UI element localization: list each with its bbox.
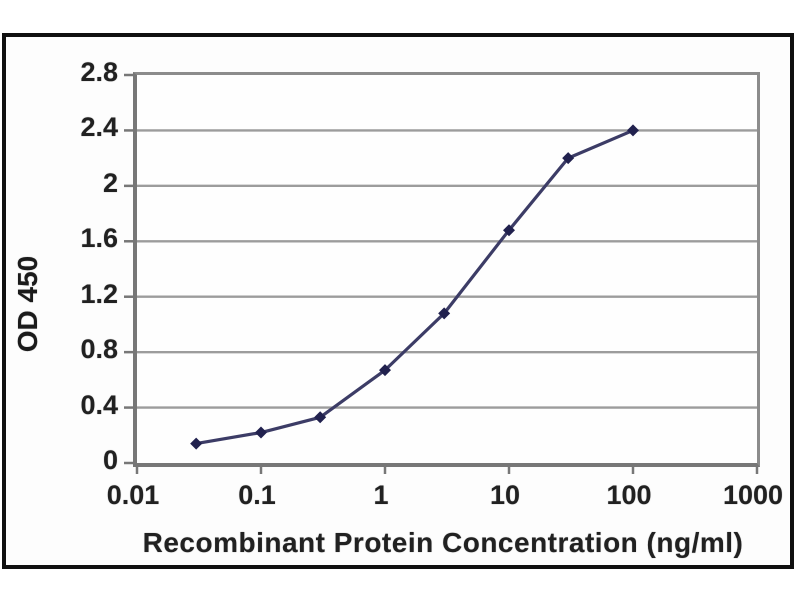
x-tick-label: 10 bbox=[489, 480, 521, 510]
x-tick-label: 1000 bbox=[722, 480, 784, 510]
y-tick-label: 2 bbox=[102, 167, 118, 198]
data-point-marker bbox=[562, 152, 575, 165]
x-axis-tick-labels: 0.01 0.1 1 10 100 1000 bbox=[107, 478, 783, 512]
series-line bbox=[195, 128, 634, 446]
y-tick-label: 1.6 bbox=[80, 223, 118, 254]
dose-response-curve bbox=[124, 73, 759, 474]
data-point-marker bbox=[503, 224, 515, 237]
plot-area bbox=[124, 72, 760, 474]
y-tick-label: 0 bbox=[102, 445, 118, 475]
x-axis-title: Recombinant Protein Concentration (ng/ml… bbox=[142, 527, 744, 558]
y-tick-label: 2.4 bbox=[80, 112, 118, 143]
x-tick-label: 1 bbox=[373, 480, 389, 510]
data-point-marker bbox=[190, 437, 203, 450]
x-tick-label: 100 bbox=[606, 480, 652, 510]
data-point-marker bbox=[379, 364, 391, 377]
data-point-marker bbox=[438, 307, 451, 320]
y-axis-tick-labels: 0 0.4 0.8 1.2 1.6 2 2.4 2.8 bbox=[30, 57, 118, 475]
y-tick-label: 0.8 bbox=[80, 334, 118, 365]
data-point-marker bbox=[255, 426, 267, 439]
y-tick-label: 2.8 bbox=[80, 57, 118, 87]
y-tick-label: 0.4 bbox=[80, 389, 118, 420]
x-tick-label: 0.01 bbox=[106, 480, 160, 510]
data-point-marker bbox=[627, 124, 639, 137]
y-tick-label: 1.2 bbox=[80, 278, 118, 309]
x-tick-label: 0.1 bbox=[238, 480, 276, 510]
data-point-marker bbox=[314, 411, 327, 424]
